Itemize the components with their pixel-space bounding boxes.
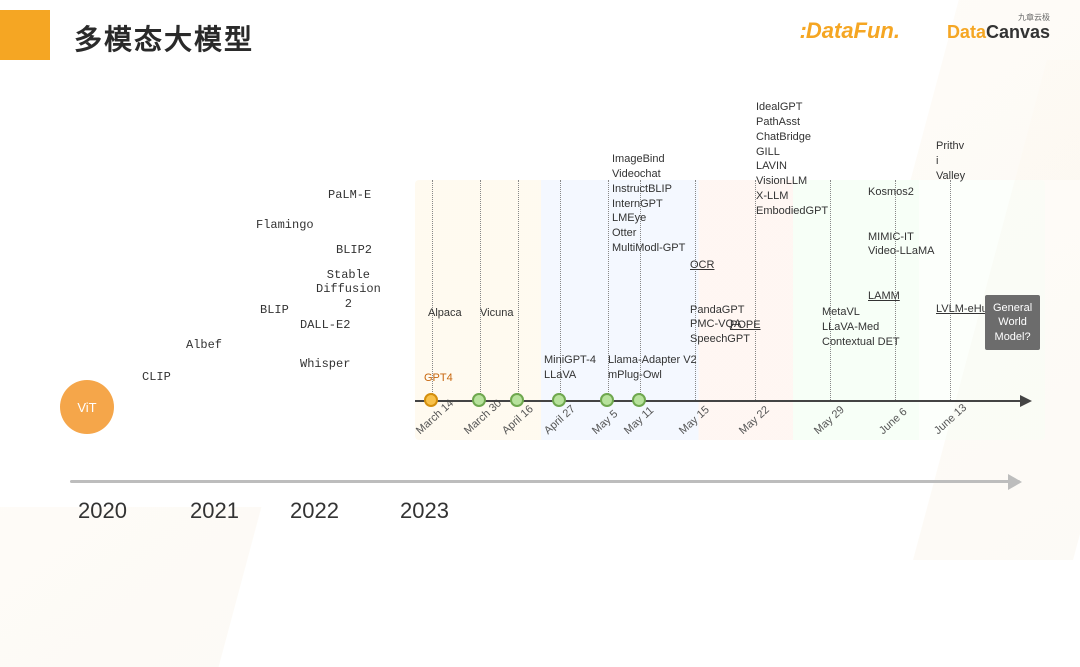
year-label: 2022 (290, 498, 339, 524)
year-label: 2021 (190, 498, 239, 524)
logo-datafun: :DataFun. (800, 18, 900, 44)
model-stack: IdealGPTPathAsstChatBridgeGILLLAVINVisio… (756, 100, 828, 325)
model-stack: Alpaca (428, 306, 462, 321)
model-stack: Kosmos2MIMIC-ITVideo-LLaMALAMM (868, 185, 934, 350)
timeline-dot (510, 393, 524, 407)
timeline-tick (480, 180, 481, 400)
model-label: Albef (186, 338, 222, 352)
accent-block (0, 10, 50, 60)
timeline-tick (432, 180, 433, 400)
detail-timeline-axis (415, 400, 1030, 402)
general-world-model-box: GeneralWorldModel? (985, 295, 1040, 350)
model-label: DALL-E2 (300, 318, 350, 332)
page-title: 多模态大模型 (74, 18, 254, 58)
timeline-dot (424, 393, 438, 407)
model-stack: ImageBindVideochatInstructBLIPInternGPTL… (612, 152, 685, 347)
logo-datacanvas: 九章云极 DataCanvas (947, 22, 1050, 43)
model-label: PaLM-E (328, 188, 371, 202)
model-label: BLIP (260, 303, 289, 317)
main-timeline-axis (70, 480, 1020, 483)
model-stack: Llama-Adapter V2mPlug-Owl (608, 353, 697, 398)
vit-node: ViT (60, 380, 114, 434)
model-label: Stable Diffusion 2 (316, 268, 381, 311)
model-label: CLIP (142, 370, 171, 384)
model-stack: MiniGPT-4LLaVA (544, 353, 596, 398)
year-label: 2020 (78, 498, 127, 524)
model-stack: Vicuna (480, 306, 513, 321)
timeline-dot (472, 393, 486, 407)
model-stack: GPT4 (424, 371, 453, 386)
timeline-tick (518, 180, 519, 400)
model-label: BLIP2 (336, 243, 372, 257)
year-label: 2023 (400, 498, 449, 524)
model-label: Flamingo (256, 218, 314, 232)
model-label: Whisper (300, 357, 350, 371)
